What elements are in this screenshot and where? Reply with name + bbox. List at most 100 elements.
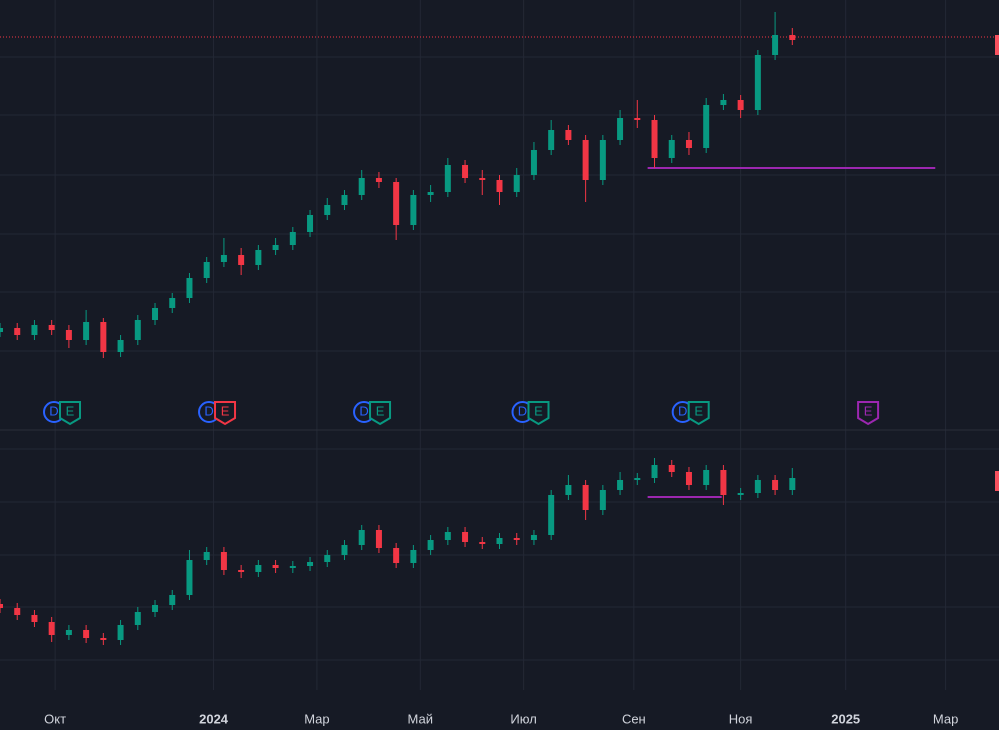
event-icon: E xyxy=(214,401,237,426)
candle-body xyxy=(634,478,641,480)
candle-body xyxy=(754,55,761,110)
event-icon: E xyxy=(369,401,392,426)
candle-body xyxy=(324,205,331,215)
event-label: E xyxy=(66,403,75,418)
candle-body xyxy=(255,565,262,572)
candle-body xyxy=(358,530,365,545)
candle-body xyxy=(255,250,262,265)
candle-body xyxy=(530,150,537,175)
x-tick-label: Мар xyxy=(304,711,329,726)
candle-body xyxy=(393,182,400,225)
candle-body xyxy=(14,328,21,335)
event-label: E xyxy=(864,403,873,418)
event-label: E xyxy=(534,403,543,418)
candle-body xyxy=(530,535,537,540)
candle-body xyxy=(307,562,314,566)
candle-body xyxy=(341,545,348,555)
candle-body xyxy=(203,262,210,278)
candle-body xyxy=(117,340,124,352)
candle-body xyxy=(703,105,710,148)
candle-body xyxy=(634,118,641,120)
candle-body xyxy=(462,165,469,178)
candle-body xyxy=(599,140,606,180)
candle-body xyxy=(789,478,796,490)
candle-body xyxy=(117,625,124,640)
candle-body xyxy=(83,322,90,340)
event-label: D xyxy=(49,403,58,418)
candle-body xyxy=(272,565,279,568)
candle-body xyxy=(31,615,38,622)
candle-body xyxy=(513,175,520,192)
candle-body xyxy=(617,118,624,140)
candle-body xyxy=(496,538,503,544)
candle-body xyxy=(186,560,193,595)
candle-body xyxy=(289,232,296,245)
candle-body xyxy=(375,530,382,548)
candle-body xyxy=(427,540,434,550)
candle-body xyxy=(772,35,779,55)
event-icon: E xyxy=(527,401,550,426)
event-icon: E xyxy=(857,401,880,426)
candle-body xyxy=(565,130,572,140)
candle-body xyxy=(65,630,72,635)
candle-body xyxy=(720,470,727,495)
candle-body xyxy=(548,495,555,535)
candle-body xyxy=(737,493,744,495)
candle-body xyxy=(375,178,382,182)
event-label: D xyxy=(359,403,368,418)
event-badge xyxy=(59,401,82,426)
candle-body xyxy=(737,100,744,110)
candle-body xyxy=(754,480,761,493)
candle-body xyxy=(651,120,658,158)
x-tick-label: Сен xyxy=(622,711,646,726)
candle-body xyxy=(479,542,486,544)
candle-body xyxy=(393,548,400,563)
x-tick-label: Ноя xyxy=(729,711,753,726)
candle-body xyxy=(100,322,107,352)
x-tick-label: Июл xyxy=(510,711,536,726)
candle-body xyxy=(582,140,589,180)
candle-body xyxy=(238,255,245,265)
candle-body xyxy=(444,165,451,192)
candle-body xyxy=(772,480,779,490)
candle-body xyxy=(341,195,348,205)
price-marker xyxy=(995,35,999,55)
candle-body xyxy=(134,612,141,625)
event-badge xyxy=(527,401,550,426)
candle-body xyxy=(324,555,331,562)
candle-body xyxy=(720,100,727,105)
candle-body xyxy=(548,130,555,150)
candle-body xyxy=(565,485,572,495)
x-tick-label: Май xyxy=(408,711,433,726)
candle-body xyxy=(220,255,227,262)
candle-body xyxy=(685,140,692,148)
candle-body xyxy=(444,532,451,540)
event-label: E xyxy=(221,403,230,418)
candle-body xyxy=(238,570,245,572)
candle-body xyxy=(220,552,227,570)
event-badge xyxy=(369,401,392,426)
candle-body xyxy=(410,550,417,563)
x-tick-label: Окт xyxy=(44,711,66,726)
candle-body xyxy=(513,538,520,540)
event-badge xyxy=(214,401,237,426)
event-label: D xyxy=(204,403,213,418)
candle-body xyxy=(0,328,3,332)
event-label: D xyxy=(518,403,527,418)
event-badge xyxy=(687,401,710,426)
candle-body xyxy=(0,604,3,608)
event-label: E xyxy=(694,403,703,418)
candle-body xyxy=(462,532,469,542)
candle-body xyxy=(358,178,365,195)
candle-body xyxy=(65,330,72,340)
candle-body xyxy=(668,140,675,158)
price-marker xyxy=(995,471,999,491)
candle-body xyxy=(289,566,296,568)
candle-body xyxy=(789,35,796,40)
event-badge xyxy=(857,401,880,426)
h-grid xyxy=(0,56,999,661)
candle-body xyxy=(410,195,417,225)
candle-body xyxy=(152,308,159,320)
candle-body xyxy=(100,638,107,640)
